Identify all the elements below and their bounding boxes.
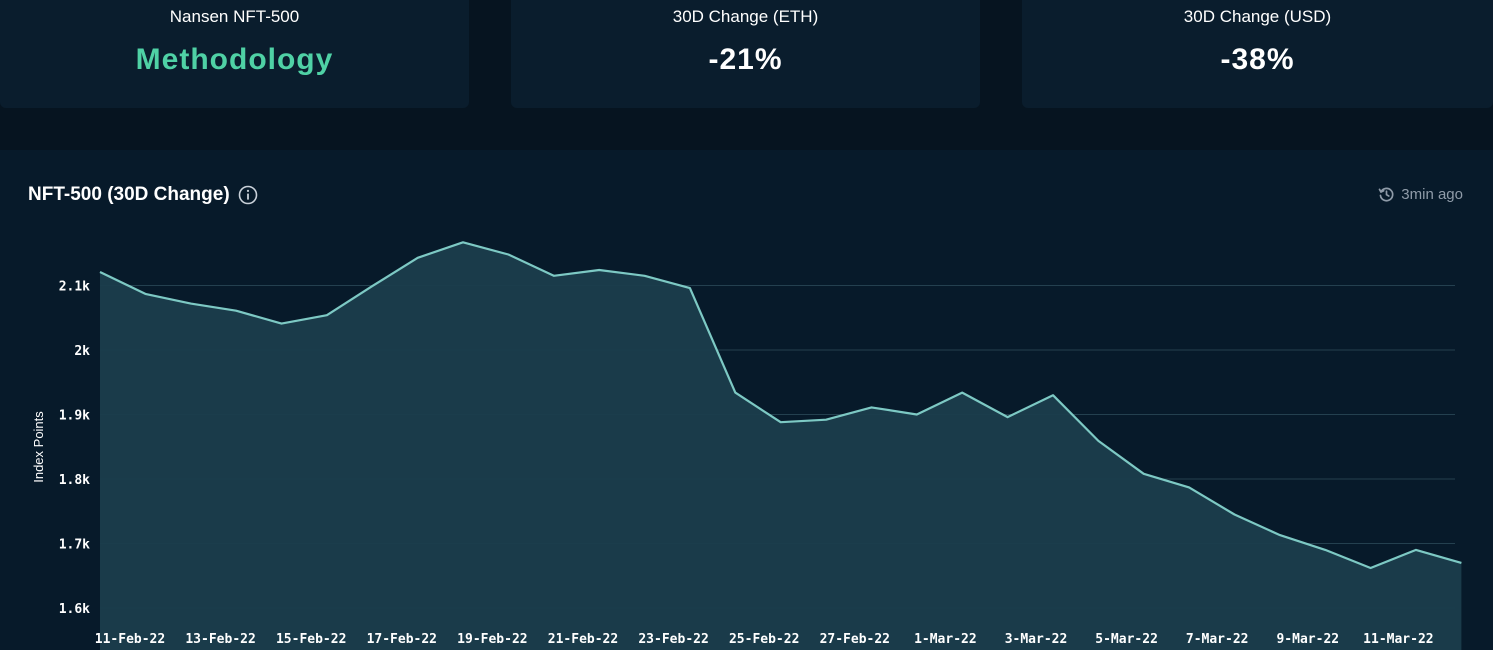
stat-value: -21% xyxy=(708,43,783,76)
x-tick-label: 19-Feb-22 xyxy=(457,632,527,647)
x-tick-label: 3-Mar-22 xyxy=(1005,632,1068,647)
chart-panel: NFT-500 (30D Change) 3min ago 1.6k 1.7k 1.… xyxy=(0,150,1493,650)
stat-title: 30D Change (ETH) xyxy=(672,7,819,26)
x-tick-label: 15-Feb-22 xyxy=(276,632,346,647)
index-area-chart: 1.6k 1.7k 1.8k 1.9k 2k 2.1k 11-Feb-22 13-Feb-2… xyxy=(31,241,1462,650)
series-line xyxy=(99,241,1462,570)
x-tick-label: 17-Feb-22 xyxy=(367,632,437,647)
x-tick-label: 9-Mar-22 xyxy=(1276,632,1339,647)
x-tick-label: 23-Feb-22 xyxy=(638,632,708,647)
y-tick-label: 1.7k xyxy=(59,538,90,553)
y-tick-label: 1.8k xyxy=(59,473,90,488)
stat-card-usd-change: 30D Change (USD) -38% xyxy=(1022,0,1493,108)
x-tick-label: 11-Feb-22 xyxy=(95,632,165,647)
last-updated: 3min ago xyxy=(1378,186,1463,203)
stat-card-index: Nansen NFT-500 Methodology xyxy=(0,0,469,108)
area-fill xyxy=(100,242,1462,650)
info-icon[interactable] xyxy=(238,185,258,205)
y-axis-label: Index Points xyxy=(31,411,46,483)
stat-value: -38% xyxy=(1220,43,1295,76)
x-tick-label: 1-Mar-22 xyxy=(914,632,977,647)
x-tick-label: 11-Mar-22 xyxy=(1363,632,1433,647)
x-tick-label: 7-Mar-22 xyxy=(1186,632,1249,647)
history-clock-icon xyxy=(1378,187,1394,202)
x-tick-label: 21-Feb-22 xyxy=(548,632,618,647)
stat-title: Nansen NFT-500 xyxy=(169,7,300,26)
x-tick-label: 13-Feb-22 xyxy=(185,632,255,647)
y-axis: 1.6k 1.7k 1.8k 1.9k 2k 2.1k xyxy=(59,280,90,618)
chart-header: NFT-500 (30D Change) xyxy=(28,184,258,206)
y-tick-label: 2.1k xyxy=(59,280,90,295)
x-axis: 11-Feb-22 13-Feb-22 15-Feb-22 17-Feb-22 19-F… xyxy=(95,632,1434,647)
stat-title: 30D Change (USD) xyxy=(1183,7,1332,26)
y-tick-label: 2k xyxy=(74,344,90,359)
x-tick-label: 5-Mar-22 xyxy=(1095,632,1158,647)
last-updated-text: 3min ago xyxy=(1401,186,1463,203)
x-tick-label: 25-Feb-22 xyxy=(729,632,799,647)
y-tick-label: 1.6k xyxy=(59,602,90,617)
y-tick-label: 1.9k xyxy=(59,409,90,424)
methodology-link[interactable]: Methodology xyxy=(135,43,334,76)
chart-title: NFT-500 (30D Change) xyxy=(28,184,230,205)
stat-card-eth-change: 30D Change (ETH) -21% xyxy=(511,0,980,108)
x-tick-label: 27-Feb-22 xyxy=(820,632,890,647)
